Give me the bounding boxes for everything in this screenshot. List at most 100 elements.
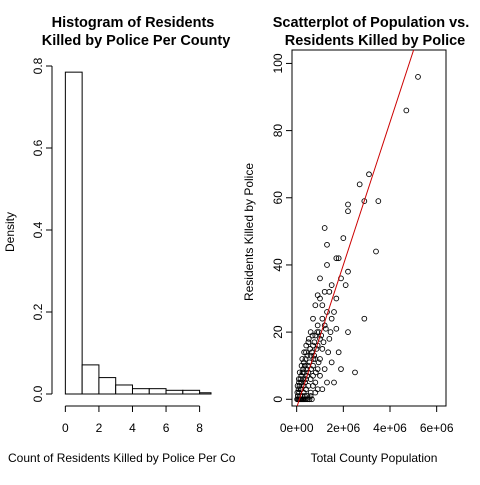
scatter-y-tick-label: 0: [271, 396, 285, 403]
scatter-point: [320, 339, 327, 346]
histogram-bar: [81, 364, 100, 395]
histogram-x-tick-label: 2: [96, 421, 103, 435]
scatter-point: [304, 352, 311, 359]
histogram-bar: [98, 377, 117, 395]
scatter-point: [314, 292, 321, 299]
histogram-y-tick-label: 0.4: [31, 221, 45, 238]
scatter-point: [307, 346, 314, 352]
scatter-point: [319, 315, 326, 322]
scatter-point: [375, 198, 382, 204]
scatter-point: [312, 369, 319, 376]
scatter-point: [324, 379, 330, 386]
histogram-y-tick-label: 0.0: [31, 385, 45, 402]
scatter-point: [361, 315, 368, 322]
histogram-bar: [182, 389, 201, 395]
scatter-point: [319, 386, 326, 393]
scatter-point: [356, 181, 363, 188]
scatter-point: [296, 369, 303, 376]
scatter-point: [300, 366, 307, 372]
scatter-x-tick-label: 6e+06: [420, 421, 454, 435]
scatter-point: [307, 352, 314, 359]
scatter-point: [352, 369, 358, 376]
scatter-plot-box: [291, 49, 447, 407]
histogram-bar: [165, 389, 184, 395]
scatter-point: [298, 362, 305, 369]
scatter-point: [321, 225, 328, 231]
scatter-point: [335, 255, 342, 262]
scatter-point: [317, 356, 323, 362]
scatter-point: [326, 335, 333, 342]
scatter-point: [328, 315, 335, 322]
scatter-point: [303, 386, 309, 393]
scatter-point: [314, 386, 321, 393]
scatter-point: [373, 248, 379, 255]
scatter-point: [312, 389, 319, 396]
scatter-point: [366, 171, 372, 178]
scatter-point: [295, 386, 302, 393]
scatter-y-axis-label: Residents Killed by Police: [242, 163, 256, 301]
scatter-x-tick-label: 4e+06: [373, 421, 407, 435]
scatter-point: [315, 359, 322, 366]
scatter-axes: 0e+00 2e+06 4e+06 6e+06 0 20 40 60 80 100: [271, 53, 454, 435]
scatter-point: [345, 268, 351, 275]
scatterplot-panel: Scatterplot of Population vs. Residents …: [242, 15, 469, 465]
scatter-point: [328, 359, 335, 366]
scatter-point: [305, 335, 312, 342]
scatter-point: [305, 396, 311, 403]
histogram-bar: [64, 71, 83, 395]
scatter-point: [312, 379, 319, 386]
scatter-point: [317, 372, 323, 379]
scatter-x-tick-label: 0e+00: [280, 421, 314, 435]
scatter-point: [299, 369, 306, 376]
scatter-y-tick-label: 80: [271, 124, 285, 138]
scatter-point: [317, 275, 323, 282]
scatter-point: [301, 362, 308, 369]
scatter-point: [295, 376, 302, 382]
scatter-title-line-1: Scatterplot of Population vs.: [273, 15, 470, 31]
scatter-point: [301, 349, 307, 356]
histogram-bar: [115, 384, 133, 395]
scatter-point: [310, 382, 316, 389]
scatter-point: [324, 262, 330, 268]
scatter-point: [303, 396, 309, 403]
scatter-point: [308, 396, 315, 403]
scatter-point: [322, 325, 329, 332]
histogram-bar: [131, 388, 150, 395]
histogram-x-tick-label: 6: [163, 421, 170, 435]
scatter-point: [319, 346, 326, 352]
regression-line-group: [296, 49, 415, 407]
scatter-point: [309, 332, 316, 339]
scatter-point: [338, 366, 344, 372]
histogram-title-line-1: Histogram of Residents: [52, 15, 215, 31]
scatter-point: [299, 356, 306, 362]
scatter-point: [321, 288, 328, 295]
scatter-point: [331, 379, 337, 386]
histogram-y-tick-label: 0.2: [31, 303, 45, 320]
scatter-point: [415, 74, 421, 80]
scatter-x-axis-label: Total County Population: [311, 451, 438, 465]
scatter-point: [326, 288, 333, 295]
scatter-point: [333, 325, 340, 332]
histogram-bar: [199, 392, 212, 395]
histogram-bars: [64, 71, 212, 395]
scatter-x-tick-label: 2e+06: [326, 421, 360, 435]
scatter-point: [342, 282, 349, 288]
scatter-point: [345, 329, 351, 335]
histogram-y-axis-label: Density: [3, 212, 17, 252]
scatter-title-line-2: Residents Killed by Police: [285, 33, 466, 49]
scatter-point: [321, 366, 328, 372]
scatter-point: [294, 382, 301, 389]
scatter-point: [307, 376, 314, 382]
scatter-point: [308, 366, 314, 372]
scatter-point: [403, 107, 410, 114]
scatter-point: [328, 282, 335, 288]
scatter-point: [303, 342, 310, 349]
scatter-point: [310, 315, 316, 322]
scatter-point: [314, 322, 321, 329]
scatter-point: [331, 309, 337, 315]
scatter-point: [307, 393, 314, 399]
scatter-point: [333, 255, 340, 262]
histogram-x-tick-label: 0: [62, 421, 69, 435]
